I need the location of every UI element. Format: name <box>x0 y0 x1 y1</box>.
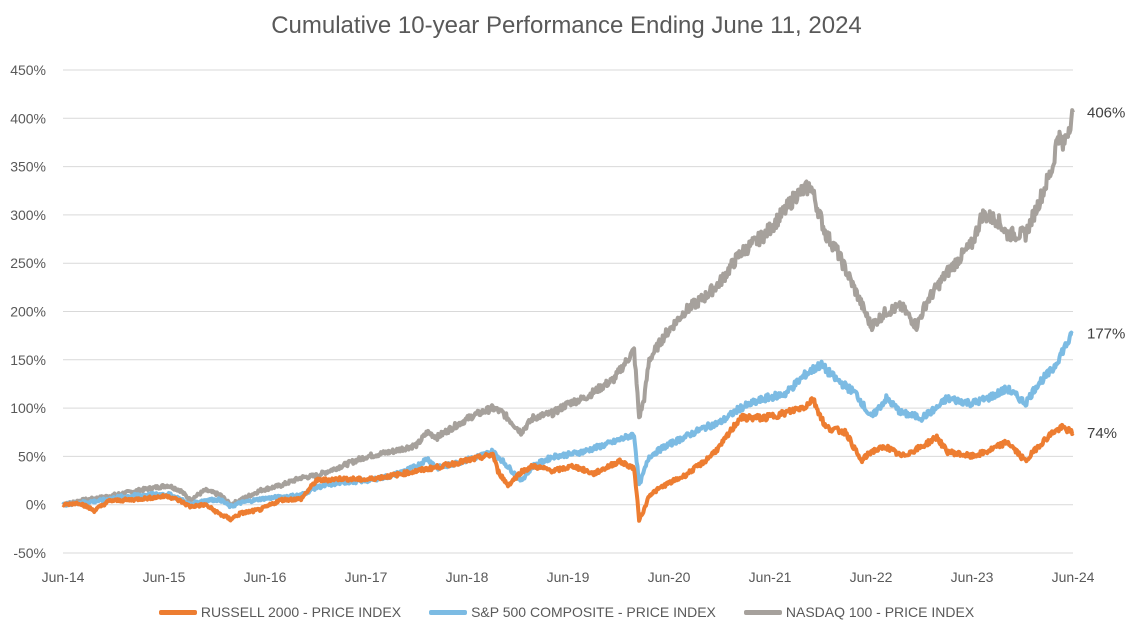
y-tick-label: 350% <box>10 159 46 175</box>
legend-swatch <box>158 609 197 615</box>
series-end-label: 74% <box>1087 425 1117 442</box>
y-tick-label: 250% <box>10 255 46 271</box>
y-tick-label: 0% <box>26 497 46 513</box>
y-tick-label: 300% <box>10 207 46 223</box>
legend-item: S&P 500 COMPOSITE - PRICE INDEX <box>429 604 716 620</box>
x-tick-label: Jun-23 <box>951 569 994 585</box>
y-tick-label: 100% <box>10 400 46 416</box>
x-tick-label: Jun-15 <box>143 569 186 585</box>
y-tick-label: 450% <box>10 62 46 78</box>
series-end-label: 406% <box>1087 105 1125 122</box>
end-labels: 406% 177% 74% <box>1087 105 1125 443</box>
x-tick-label: Jun-24 <box>1052 569 1095 585</box>
x-tick-label: Jun-16 <box>244 569 287 585</box>
y-tick-label: 400% <box>10 110 46 126</box>
y-axis-ticks: -50% 0% 50% 100% 150% 200% 250% 300% 350% 400% 450… <box>10 62 46 561</box>
y-tick-label: 200% <box>10 304 46 320</box>
x-tick-label: Jun-19 <box>547 569 590 585</box>
x-tick-label: Jun-14 <box>42 569 85 585</box>
y-tick-label: -50% <box>13 545 46 561</box>
x-tick-label: Jun-21 <box>749 569 792 585</box>
legend-swatch <box>429 609 468 615</box>
y-tick-label: 150% <box>10 352 46 368</box>
legend: RUSSELL 2000 - PRICE INDEX S&P 500 COMPOS… <box>0 604 1133 620</box>
legend-swatch <box>743 609 782 615</box>
series-line <box>61 330 1075 510</box>
chart-title: Cumulative 10-year Performance Ending Ju… <box>271 12 862 39</box>
legend-label: S&P 500 COMPOSITE - PRICE INDEX <box>471 604 716 620</box>
x-axis-ticks: Jun-14 Jun-15 Jun-16 Jun-17 Jun-18 Jun-19 Jun-… <box>42 569 1095 585</box>
x-tick-label: Jun-17 <box>345 569 388 585</box>
series-line <box>61 396 1075 523</box>
series-end-label: 177% <box>1087 326 1125 343</box>
legend-label: RUSSELL 2000 - PRICE INDEX <box>200 604 402 620</box>
x-tick-label: Jun-22 <box>850 569 893 585</box>
series-lines <box>61 108 1075 523</box>
legend-label: NASDAQ 100 - PRICE INDEX <box>785 604 975 620</box>
y-tick-label: 50% <box>18 448 46 464</box>
x-tick-label: Jun-18 <box>446 569 489 585</box>
legend-item: RUSSELL 2000 - PRICE INDEX <box>158 604 402 620</box>
x-tick-label: Jun-20 <box>648 569 691 585</box>
legend-item: NASDAQ 100 - PRICE INDEX <box>743 604 975 620</box>
